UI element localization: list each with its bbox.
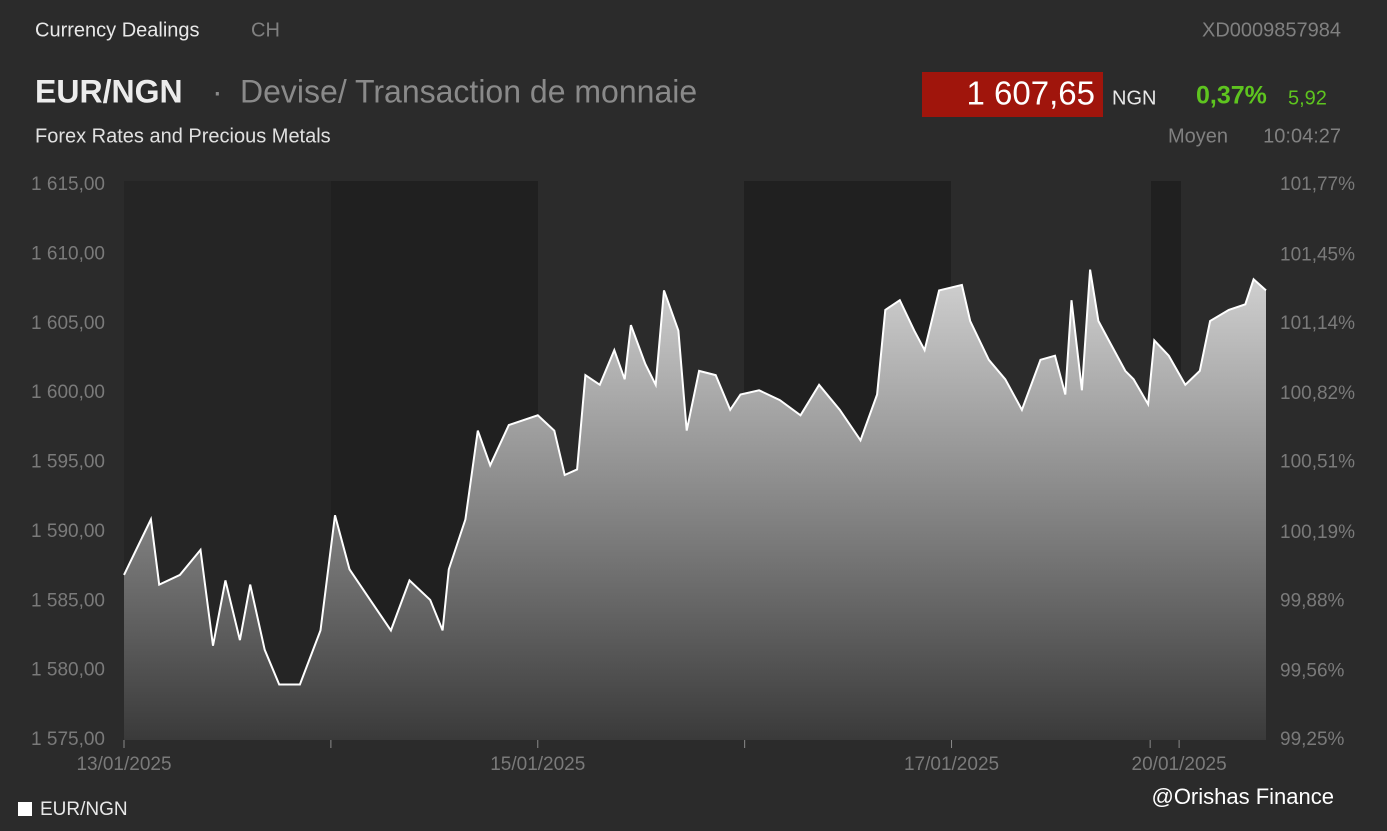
time: 10:04:27 xyxy=(1263,125,1341,147)
y-tick-label: 1 590,00 xyxy=(31,521,105,542)
separator: · xyxy=(212,73,223,109)
y2-tick-label: 101,77% xyxy=(1280,174,1355,195)
legend-label: EUR/NGN xyxy=(40,799,128,820)
change-pct: 0,37% xyxy=(1196,82,1267,110)
y-tick-label: 1 600,00 xyxy=(31,382,105,403)
y-tick-label: 1 610,00 xyxy=(31,243,105,264)
isin: XD0009857984 xyxy=(1202,19,1341,41)
symbol: EUR/NGN xyxy=(35,73,183,109)
y-tick-label: 1 595,00 xyxy=(31,452,105,473)
y2-tick-label: 99,88% xyxy=(1280,590,1345,611)
y-tick-label: 1 605,00 xyxy=(31,313,105,334)
currency: NGN xyxy=(1112,87,1156,109)
y-tick-label: 1 585,00 xyxy=(31,590,105,611)
x-tick-label: 15/01/2025 xyxy=(490,754,585,775)
legend-swatch xyxy=(18,802,32,816)
line xyxy=(123,269,1267,686)
y-tick-label: 1 580,00 xyxy=(31,660,105,681)
quote-type: Moyen xyxy=(1168,125,1228,147)
y2-tick-label: 100,19% xyxy=(1280,522,1355,543)
y-tick-label: 1 615,00 xyxy=(31,174,105,195)
x-tick-label: 13/01/2025 xyxy=(76,754,171,775)
y2-tick-label: 100,51% xyxy=(1280,452,1355,473)
market: CH xyxy=(251,19,280,41)
y2-tick-label: 101,45% xyxy=(1280,244,1355,265)
y2-tick-label: 101,14% xyxy=(1280,313,1355,334)
y2-tick-label: 100,82% xyxy=(1280,383,1355,404)
area xyxy=(124,269,1266,740)
price: 1 607,65 xyxy=(967,75,1095,112)
description: Devise/ Transaction de monnaie xyxy=(240,73,697,109)
x-tick-label: 17/01/2025 xyxy=(904,754,999,775)
y2-tick-label: 99,25% xyxy=(1280,729,1345,750)
source: Forex Rates and Precious Metals xyxy=(35,125,331,147)
plot xyxy=(123,269,1267,740)
watermark: @Orishas Finance xyxy=(1151,784,1334,809)
y2-tick-label: 99,56% xyxy=(1280,661,1345,682)
x-tick-label: 20/01/2025 xyxy=(1132,754,1227,775)
price-box xyxy=(922,72,1103,117)
y-tick-label: 1 575,00 xyxy=(31,729,105,750)
change-abs: 5,92 xyxy=(1288,87,1327,109)
section: Currency Dealings xyxy=(35,19,200,41)
